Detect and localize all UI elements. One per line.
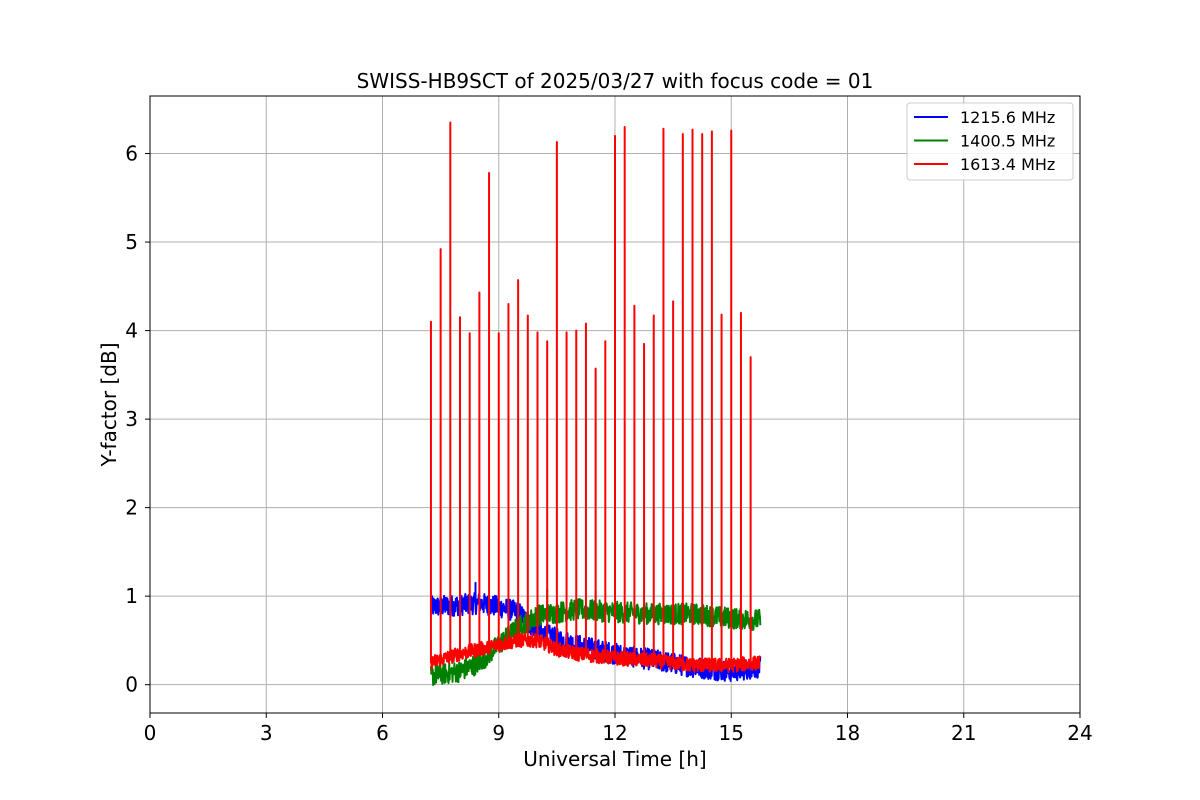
x-tick-label: 6 xyxy=(376,721,389,745)
y-tick-label: 5 xyxy=(125,230,138,254)
legend-box xyxy=(906,102,1074,181)
x-tick-label: 12 xyxy=(602,721,627,745)
chart-title: SWISS-HB9SCT of 2025/03/27 with focus co… xyxy=(357,69,874,93)
y-tick-label: 1 xyxy=(125,584,138,608)
series-line-2 xyxy=(429,121,762,674)
x-tick-label: 21 xyxy=(951,721,976,745)
legend-label: 1215.6 MHz xyxy=(960,108,1055,127)
legend: 1215.6 MHz 1400.5 MHz 1613.4 MHz xyxy=(906,102,1074,181)
x-tick-label: 3 xyxy=(260,721,273,745)
y-tick-label: 6 xyxy=(125,142,138,166)
y-tick-label: 0 xyxy=(125,673,138,697)
x-axis-label: Universal Time [h] xyxy=(523,747,706,771)
legend-label: 1613.4 MHz xyxy=(960,155,1055,174)
y-axis-label: Y-factor [dB] xyxy=(97,342,121,467)
x-tick-label: 9 xyxy=(492,721,505,745)
y-tick-label: 2 xyxy=(125,496,138,520)
y-tick-label: 4 xyxy=(125,319,138,343)
x-tick-label: 24 xyxy=(1067,721,1092,745)
x-tick-label: 0 xyxy=(144,721,157,745)
x-tick-label: 15 xyxy=(719,721,744,745)
series-layer xyxy=(429,121,762,686)
y-tick-label: 3 xyxy=(125,407,138,431)
x-tick-label: 18 xyxy=(835,721,860,745)
legend-label: 1400.5 MHz xyxy=(960,132,1055,151)
